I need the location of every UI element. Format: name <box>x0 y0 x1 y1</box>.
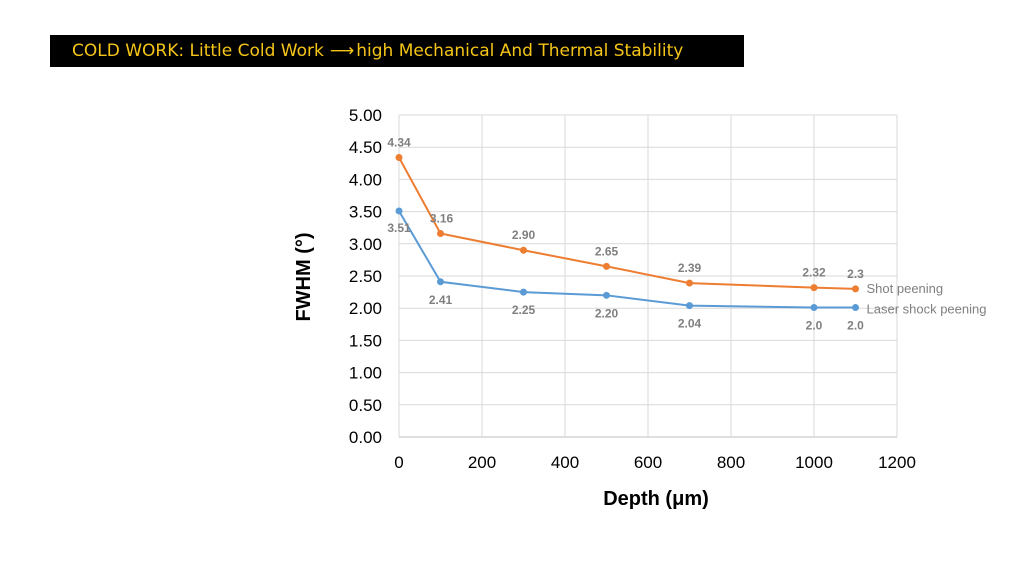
data-label: 2.25 <box>512 303 536 317</box>
data-point <box>437 229 444 237</box>
y-axis-ticks: 0.00 0.50 1.00 1.50 2.00 2.50 3.00 3.50 4.00 4.50… <box>349 106 382 447</box>
y-tick-label: 3.00 <box>349 235 382 254</box>
data-point <box>686 302 693 310</box>
banner-title: COLD WORK: Little Cold Work ⟶ high Mechani… <box>50 41 683 61</box>
x-axis-title: Depth (μm) <box>603 488 709 510</box>
y-tick-label: 5.00 <box>349 106 382 125</box>
y-tick-label: 4.00 <box>349 170 382 189</box>
series-line <box>398 157 856 290</box>
y-axis-title: FWHM (°) <box>293 232 315 321</box>
x-tick-label: 400 <box>551 453 579 472</box>
x-tick-label: 800 <box>717 453 745 472</box>
title-banner: COLD WORK: Little Cold Work ⟶ high Mechani… <box>50 35 744 67</box>
data-point <box>395 154 403 162</box>
data-label: 3.16 <box>430 211 454 225</box>
x-tick-label: 600 <box>634 453 662 472</box>
data-point <box>395 207 403 215</box>
data-point <box>520 288 527 296</box>
data-point <box>603 262 610 270</box>
data-point <box>810 284 818 292</box>
data-point <box>603 291 610 299</box>
y-tick-label: 3.50 <box>349 203 382 222</box>
data-label: 2.32 <box>802 266 826 280</box>
banner-prefix: COLD WORK: Little Cold Work <box>72 41 324 61</box>
data-label: 2.41 <box>429 293 453 307</box>
data-point <box>810 304 818 312</box>
x-axis-ticks: 0 200 400 600 800 1000 1200 <box>394 453 916 472</box>
legend-entry: Shot peening <box>867 281 944 296</box>
banner-suffix: high Mechanical And Thermal Stability <box>356 41 684 61</box>
y-tick-label: 0.50 <box>349 396 382 415</box>
data-label: 2.65 <box>595 244 619 258</box>
y-tick-label: 0.00 <box>349 428 382 447</box>
data-point <box>437 278 444 286</box>
grid-lines <box>398 114 898 438</box>
data-label: 2.90 <box>512 228 536 242</box>
data-point <box>852 285 859 293</box>
y-tick-label: 2.00 <box>349 299 382 318</box>
y-tick-label: 2.50 <box>349 267 382 286</box>
legend-entry: Laser shock peening <box>867 302 987 317</box>
data-label: 4.34 <box>387 136 411 150</box>
data-label: 2.0 <box>806 319 823 333</box>
arrow-right-icon: ⟶ <box>329 41 355 61</box>
x-tick-label: 1200 <box>878 453 916 472</box>
y-tick-label: 1.00 <box>349 364 382 383</box>
data-point <box>520 246 527 254</box>
x-tick-label: 1000 <box>795 453 833 472</box>
data-label: 3.51 <box>387 221 411 235</box>
data-point <box>686 279 693 287</box>
data-label: 2.3 <box>847 267 864 281</box>
y-tick-label: 1.50 <box>349 331 382 350</box>
x-tick-label: 200 <box>468 453 496 472</box>
x-tick-label: 0 <box>394 453 403 472</box>
data-label: 2.0 <box>847 319 864 333</box>
y-tick-label: 4.50 <box>349 138 382 157</box>
data-point <box>852 304 859 312</box>
series-line <box>398 210 856 309</box>
data-label: 2.04 <box>678 317 702 331</box>
data-label: 2.20 <box>595 306 619 320</box>
data-label: 2.39 <box>678 261 702 275</box>
